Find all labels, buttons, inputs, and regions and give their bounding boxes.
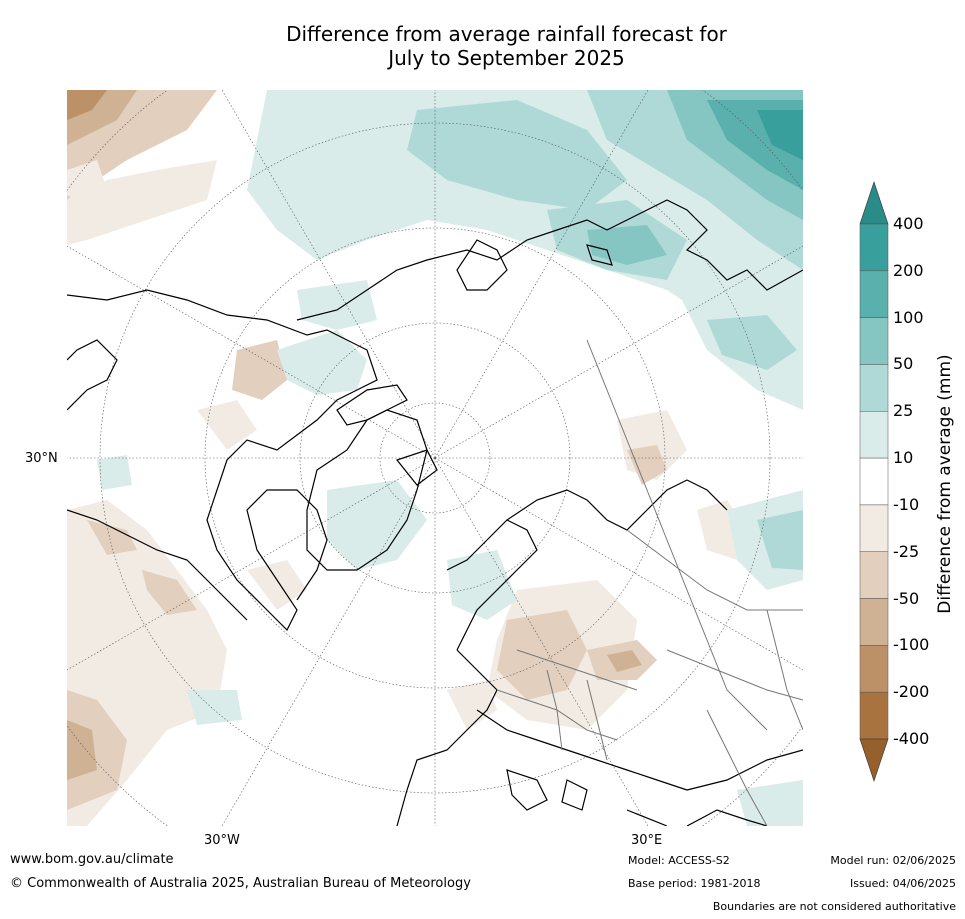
title-line-2: July to September 2025	[388, 46, 625, 70]
lat-label-30n: 30°N	[25, 451, 58, 466]
lon-label-30w: 30°W	[204, 833, 240, 848]
colorbar	[859, 181, 889, 782]
colorbar-title: Difference from average (mm)	[935, 354, 955, 614]
colorbar-bin	[859, 551, 889, 599]
colorbar-tick-label: -25	[893, 541, 920, 561]
colorbar-tick-label: -200	[893, 682, 930, 702]
dry-anomaly-areas	[67, 90, 787, 826]
lon-label-30e: 30°E	[631, 833, 663, 848]
colorbar-tick-label: 50	[893, 354, 914, 374]
colorbar-bin	[859, 411, 889, 459]
wet-anomaly-areas	[67, 90, 803, 826]
footer-model-run: Model run: 02/06/2025	[830, 854, 956, 867]
colorbar-extend-bottom	[859, 738, 889, 782]
colorbar-tick-label: 400	[893, 214, 924, 233]
footer-base-period: Base period: 1981-2018	[628, 877, 761, 890]
colorbar-tick-label: -400	[893, 729, 930, 748]
footer-boundaries-note: Boundaries are not considered authoritat…	[712, 900, 956, 913]
map-title: Difference from average rainfall forecas…	[0, 22, 965, 70]
title-line-1: Difference from average rainfall forecas…	[286, 22, 727, 46]
colorbar-tick-label: -10	[893, 494, 920, 514]
colorbar-tick-label: -50	[893, 588, 920, 608]
colorbar-bin	[859, 270, 889, 318]
colorbar-bin	[859, 691, 889, 740]
rainfall-anomaly-map	[67, 90, 803, 826]
colorbar-tick-label: 100	[893, 307, 924, 327]
colorbar-bin	[859, 598, 889, 646]
graticule	[67, 90, 803, 826]
colorbar-tick-label: 10	[893, 448, 914, 468]
colorbar-bin	[859, 364, 889, 412]
footer-copyright: © Commonwealth of Australia 2025, Austra…	[10, 876, 471, 891]
footer-issued: Issued: 04/06/2025	[849, 877, 956, 890]
colorbar-bin	[859, 223, 889, 272]
colorbar-bin	[859, 645, 889, 693]
colorbar-bin	[859, 457, 889, 506]
colorbar-tick-label: 25	[893, 401, 914, 421]
footer-model: Model: ACCESS-S2	[628, 854, 730, 867]
footer-url[interactable]: www.bom.gov.au/climate	[10, 852, 174, 867]
country-borders	[496, 339, 803, 826]
colorbar-extend-top	[859, 181, 889, 225]
colorbar-tick-label: -100	[893, 635, 930, 655]
colorbar-bin	[859, 317, 889, 365]
colorbar-tick-label: 200	[893, 260, 924, 280]
colorbar-bin	[859, 504, 889, 552]
